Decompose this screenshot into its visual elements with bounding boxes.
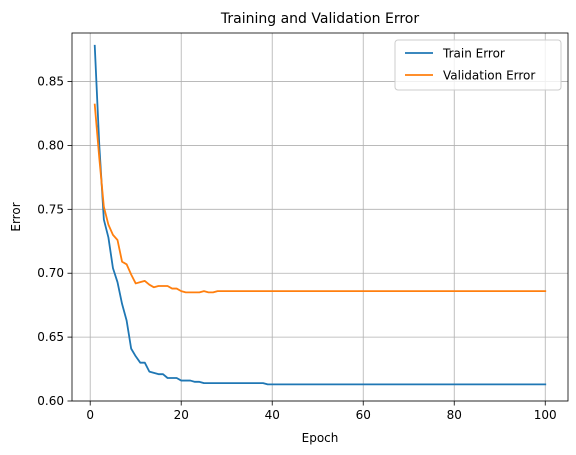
grid — [72, 33, 568, 402]
y-tick-label: 0.80 — [37, 138, 64, 152]
chart-title: Training and Validation Error — [220, 11, 419, 27]
series-layer — [93, 44, 547, 386]
y-tick-label: 0.85 — [37, 75, 64, 89]
legend-label-validation-error: Validation Error — [443, 69, 535, 83]
series-line-train-error — [93, 44, 547, 386]
legend: Train Error Validation Error — [394, 39, 562, 91]
x-tick-label: 40 — [265, 408, 280, 422]
y-tick-label: 0.60 — [37, 394, 64, 408]
legend-box — [394, 39, 562, 91]
x-tick-label: 0 — [86, 408, 94, 422]
plot-area-frame — [71, 32, 569, 402]
y-tick-label: 0.65 — [37, 330, 64, 344]
series-line-validation-error — [93, 103, 547, 294]
y-axis-label: Error — [9, 202, 23, 231]
y-tick-label: 0.70 — [37, 266, 64, 280]
x-tick-label: 20 — [174, 408, 189, 422]
legend-label-train-error: Train Error — [442, 47, 505, 61]
y-tick-label: 0.75 — [37, 202, 64, 216]
x-axis-label: Epoch — [302, 431, 339, 445]
x-tick-label: 80 — [447, 408, 462, 422]
x-tick-label: 60 — [356, 408, 371, 422]
ticks: 0 20 40 60 80 100 0.60 0.65 0.70 0.75 0.80 0.85 — [37, 75, 556, 422]
x-tick-label: 100 — [534, 408, 557, 422]
